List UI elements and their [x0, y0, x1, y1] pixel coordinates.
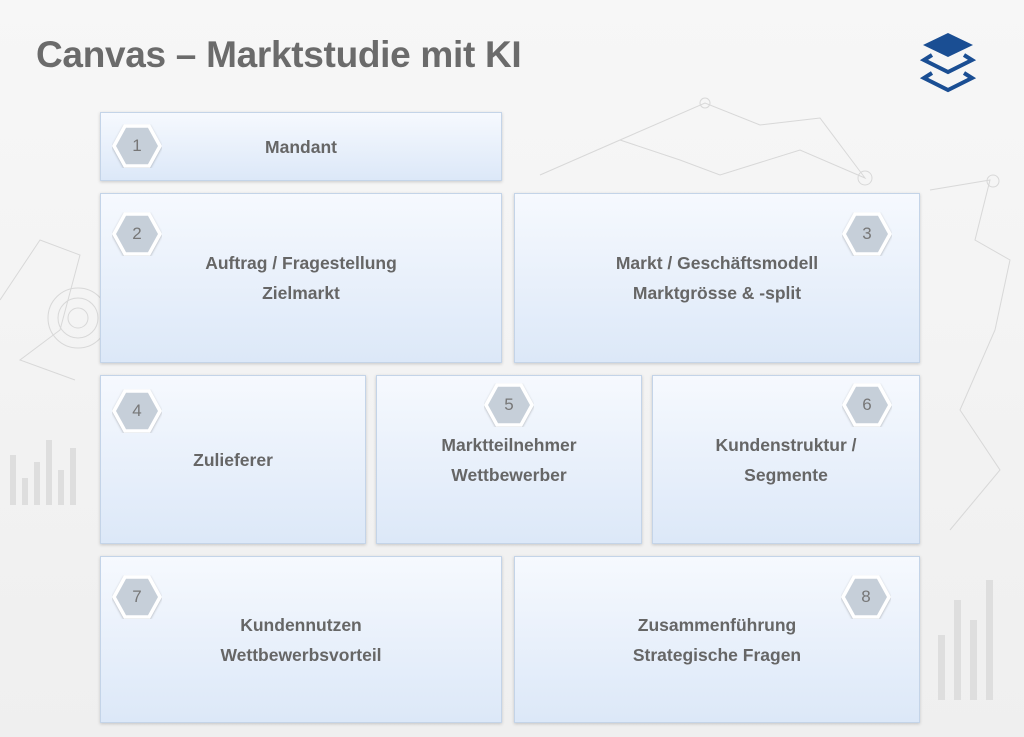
- number-badge-hexagon: 1: [112, 124, 162, 168]
- box-label-line: Zielmarkt: [262, 283, 340, 303]
- box-label-line: Wettbewerber: [451, 464, 567, 485]
- number-badge-hexagon: 3: [842, 212, 892, 256]
- canvas-box-1: Mandant: [100, 112, 502, 181]
- badge-number: 7: [132, 587, 142, 606]
- badge-number: 4: [132, 401, 142, 420]
- badge-number: 3: [862, 224, 872, 243]
- badge-number: 8: [861, 587, 871, 606]
- number-badge-hexagon: 4: [112, 389, 162, 433]
- number-badge-hexagon: 8: [841, 575, 891, 619]
- box-label-line: Marktgrösse & -split: [632, 283, 802, 303]
- box-label-line: Marktteilnehmer: [441, 434, 577, 455]
- badge-number: 1: [132, 136, 142, 155]
- layers-icon: [920, 33, 976, 93]
- number-badge-hexagon: 7: [112, 575, 162, 619]
- number-badge-hexagon: 5: [484, 383, 534, 427]
- box-label-line: Segmente: [744, 464, 828, 485]
- badge-number: 6: [862, 395, 872, 414]
- canvas-box-2: Auftrag / Fragestellung Zielmarkt: [100, 193, 502, 363]
- badge-number: 2: [132, 224, 142, 243]
- box-label-line: Zusammenführung: [637, 614, 797, 635]
- box-label-line: Markt / Geschäftsmodell: [615, 253, 819, 273]
- box-label-line: Zulieferer: [193, 449, 273, 470]
- box-label-line: Auftrag / Fragestellung: [205, 253, 397, 273]
- box-label-line: Strategische Fragen: [632, 644, 802, 665]
- box-label-line: Wettbewerbsvorteil: [220, 644, 382, 665]
- box-label-line: Kundenstruktur /: [715, 434, 857, 455]
- box-label-line: Kundennutzen: [240, 614, 362, 635]
- badge-number: 5: [504, 395, 514, 414]
- canvas-box-7: Kundennutzen Wettbewerbsvorteil: [100, 556, 502, 723]
- page-title: Canvas – Marktstudie mit KI: [36, 34, 522, 75]
- number-badge-hexagon: 2: [112, 212, 162, 256]
- box-label-line: Mandant: [265, 136, 337, 157]
- number-badge-hexagon: 6: [842, 383, 892, 427]
